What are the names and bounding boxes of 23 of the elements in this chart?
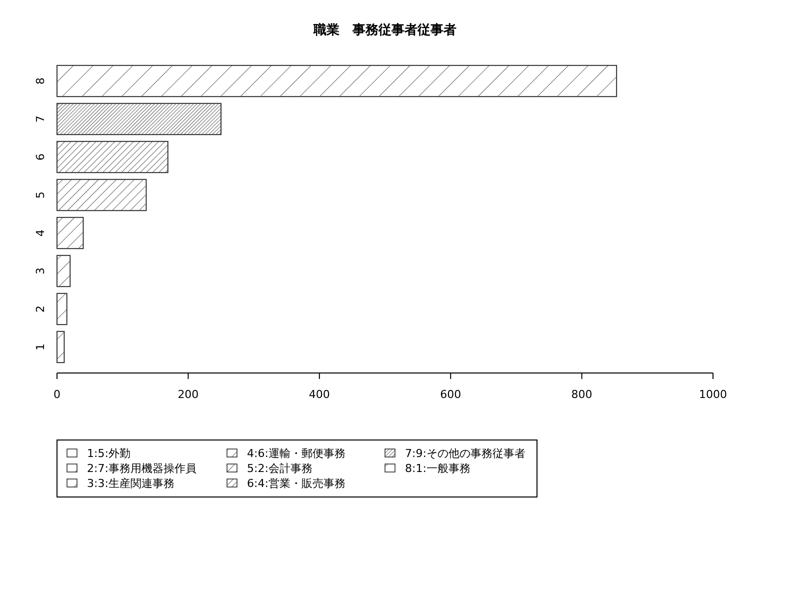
y-tick-label: 7: [34, 116, 47, 122]
y-tick-label: 5: [34, 192, 47, 198]
legend-label: 7:9:その他の事務従事者: [405, 447, 526, 460]
y-tick-label: 8: [34, 78, 47, 84]
legend-label: 4:6:運輸・郵便事務: [247, 447, 346, 460]
y-tick-label: 4: [34, 230, 47, 236]
x-tick-label: 200: [178, 388, 199, 401]
x-tick-label: 800: [571, 388, 592, 401]
x-tick-label: 0: [54, 388, 60, 401]
legend-label: 5:2:会計事務: [247, 462, 312, 475]
x-tick-label: 1000: [699, 388, 727, 401]
legend-label: 6:4:営業・販売事務: [247, 477, 346, 490]
chart-title: 職業 事務従事者従事者: [312, 22, 456, 38]
legend-label: 1:5:外勤: [87, 447, 130, 460]
y-tick-label: 2: [34, 306, 47, 312]
legend-label: 3:3:生産関連事務: [87, 477, 174, 490]
legend-label: 8:1:一般事務: [405, 462, 470, 475]
legend-label: 2:7:事務用機器操作員: [87, 462, 196, 475]
x-tick-label: 400: [308, 388, 330, 401]
y-tick-label: 6: [34, 154, 47, 160]
x-tick-label: 600: [440, 388, 462, 401]
y-tick-label: 3: [34, 268, 47, 274]
y-tick-label: 1: [34, 344, 47, 350]
